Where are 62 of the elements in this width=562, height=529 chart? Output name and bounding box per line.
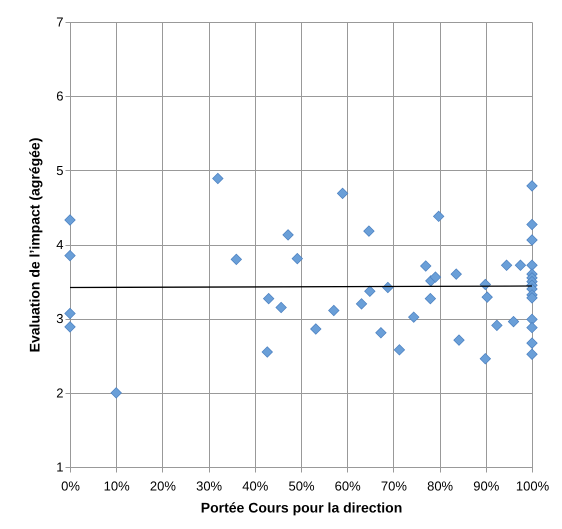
point (526, 218, 538, 230)
x-tick-label: 80% (427, 478, 454, 494)
point (356, 298, 368, 310)
point (212, 172, 224, 184)
y-tick-label: 5 (56, 162, 64, 178)
x-tick-label: 0% (61, 478, 80, 494)
point (430, 272, 442, 283)
point (310, 323, 322, 335)
point (500, 260, 512, 271)
point (64, 214, 76, 226)
point (526, 314, 538, 325)
y-tick-label: 7 (56, 14, 64, 30)
point (262, 346, 273, 358)
x-tick-label: 90% (473, 478, 500, 494)
point (424, 293, 436, 304)
point (433, 210, 444, 222)
point (526, 348, 538, 360)
x-tick-label: 60% (334, 478, 362, 494)
y-tick-label: 1 (56, 460, 64, 474)
point (263, 293, 274, 304)
point (230, 254, 242, 265)
point (394, 344, 405, 356)
point (375, 327, 387, 338)
point (408, 312, 420, 323)
x-tick-label: 10% (104, 478, 130, 494)
x-tick-label: 20% (150, 478, 176, 494)
point (363, 226, 375, 237)
y-tick-label: 2 (56, 385, 64, 400)
point (450, 268, 462, 280)
point (526, 322, 538, 334)
y-tick-label: 4 (56, 237, 64, 252)
x-axis-title: Portée Cours pour la direction (200, 500, 402, 516)
x-tick-label: 70% (380, 478, 408, 494)
point (526, 260, 538, 271)
point (282, 229, 294, 240)
x-tick-label: 40% (242, 478, 269, 494)
point (336, 188, 348, 199)
point (526, 292, 538, 304)
point (526, 180, 538, 192)
y-axis-title: Evaluation de l’impact (agrégée) (26, 138, 42, 352)
point (276, 302, 287, 314)
point (64, 308, 76, 320)
point (64, 250, 76, 262)
point (64, 321, 76, 332)
point (453, 334, 465, 346)
point (514, 260, 526, 271)
point (480, 353, 491, 364)
point (364, 286, 376, 297)
point (508, 316, 520, 328)
point (110, 387, 122, 398)
point (328, 304, 340, 316)
point (482, 292, 493, 303)
x-tick-label: 30% (196, 478, 223, 494)
x-tick-label: 100% (516, 478, 550, 494)
point (491, 320, 502, 331)
point (526, 338, 538, 349)
y-tick-label: 6 (56, 88, 64, 104)
point (526, 234, 538, 246)
point (292, 253, 303, 264)
y-tick-label: 3 (56, 311, 64, 326)
point (420, 260, 432, 272)
x-tick-label: 50% (288, 478, 315, 494)
